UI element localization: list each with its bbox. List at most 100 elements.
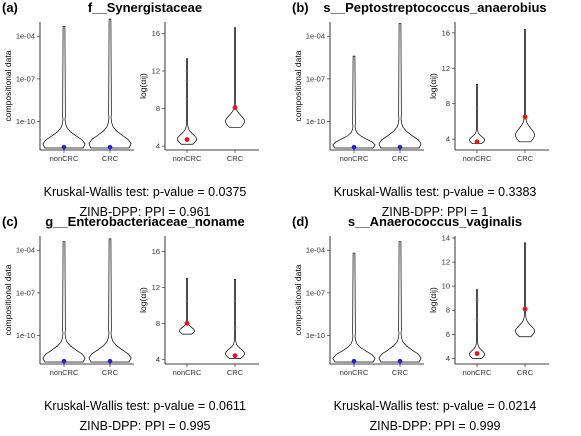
- violin-CRC: [225, 27, 245, 128]
- violin-CRC: [515, 28, 535, 143]
- median-point: [61, 144, 67, 150]
- violin-nonCRC: [469, 83, 485, 144]
- median-point: [351, 144, 357, 150]
- y-tick-label: 12: [152, 66, 160, 75]
- mean-point: [184, 137, 190, 142]
- mean-point: [474, 139, 480, 145]
- y-tick-label: 4: [446, 135, 450, 144]
- violin-nonCRC: [332, 55, 376, 149]
- x-tick-label: CRC: [102, 154, 119, 163]
- x-tick-label: nonCRC: [173, 368, 202, 377]
- outlier-point: [233, 299, 237, 303]
- violin-CRC: [515, 242, 535, 338]
- y-tick-label: 12: [152, 283, 160, 292]
- y-tick-label: 1e-07: [306, 74, 325, 83]
- y-tick-label: 1e-10: [16, 117, 35, 126]
- median-point: [397, 144, 403, 150]
- y-tick-label: 8: [156, 319, 160, 328]
- outlier-point: [475, 296, 479, 300]
- outlier-point: [185, 69, 189, 73]
- y-tick-label: 1e-10: [16, 331, 35, 340]
- zinb-dpp-text: ZINB-DPP: PPI = 1: [382, 205, 489, 219]
- kruskal-wallis-text: Kruskal-Wallis test: p-value = 0.0611: [44, 399, 246, 413]
- median-point: [107, 144, 113, 150]
- violin-nonCRC: [469, 289, 485, 359]
- x-tick-label: nonCRC: [340, 368, 369, 377]
- zinb-dpp-text: ZINB-DPP: PPI = 0.999: [370, 419, 501, 433]
- x-tick-label: CRC: [392, 368, 409, 377]
- mean-point: [474, 351, 480, 356]
- panel-c: (c) g__Enterobacteriaceae_noname 1e-04 1e-0…: [2, 214, 259, 433]
- zinb-dpp-text: ZINB-DPP: PPI = 0.961: [80, 205, 211, 219]
- violin-CRC: [88, 18, 132, 149]
- log-alpha-subplot: 4 8 12 16 log(αij) nonCRC CRC: [428, 22, 549, 163]
- violin-CRC: [225, 278, 245, 359]
- y-axis-title: compositional data: [3, 264, 13, 335]
- y-tick-label: 16: [442, 28, 450, 37]
- median-point: [397, 358, 403, 364]
- mean-point: [232, 353, 238, 359]
- x-tick-label: nonCRC: [340, 154, 369, 163]
- outlier-point: [185, 299, 189, 303]
- panel-title: f__Synergistaceae: [88, 0, 202, 15]
- outlier-point: [233, 326, 237, 330]
- median-point: [107, 358, 113, 364]
- y-tick-label: 1e-07: [306, 288, 325, 297]
- violin-nonCRC: [42, 25, 86, 149]
- y-axis-title: log(αij): [428, 287, 438, 313]
- mean-point: [184, 320, 190, 326]
- outlier-point: [185, 79, 189, 82]
- y-tick-label: 8: [446, 99, 450, 108]
- log-alpha-subplot: 4 6 8 10 12 14 log(αij) nonCRC CRC: [428, 234, 549, 377]
- y-tick-label: 4: [446, 354, 450, 363]
- panel-letter: (d): [292, 214, 309, 229]
- y-tick-label: 1e-10: [306, 117, 325, 126]
- y-axis-title: log(αij): [428, 73, 438, 99]
- zinb-dpp-text: ZINB-DPP: PPI = 0.995: [80, 419, 211, 433]
- y-tick-label: 4: [156, 142, 160, 151]
- y-tick-label: 16: [152, 29, 160, 38]
- x-tick-label: nonCRC: [463, 154, 492, 163]
- panel-d: (d) s__Anaerococcus_vaginalis1e-041e-071e…: [292, 214, 549, 433]
- y-tick-label: 1e-04: [306, 246, 325, 255]
- y-tick-label: 1e-07: [16, 288, 35, 297]
- panel-title: s__Peptostreptococcus_anaerobius: [323, 0, 546, 15]
- y-tick-label: 6: [446, 330, 450, 339]
- outlier-point: [475, 318, 479, 322]
- violin-nonCRC: [177, 58, 197, 145]
- log-alpha-subplot: 4 8 12 16 log(αij) nonCRC CRC: [138, 236, 259, 377]
- x-tick-label: CRC: [227, 368, 244, 377]
- mean-point: [232, 105, 238, 111]
- y-axis-title: compositional data: [3, 50, 13, 121]
- x-tick-label: CRC: [102, 368, 119, 377]
- y-tick-label: 1e-10: [306, 331, 325, 340]
- x-tick-label: CRC: [392, 154, 409, 163]
- y-tick-label: 8: [156, 104, 160, 113]
- median-point: [351, 358, 357, 364]
- x-tick-label: CRC: [517, 154, 534, 163]
- panel-a: (a) f__Synergistaceae 1e-04 1e-07 1e-10compo…: [2, 0, 259, 219]
- panel-letter: (a): [2, 0, 18, 15]
- panel-title: g__Enterobacteriaceae_noname: [45, 214, 244, 229]
- x-tick-label: nonCRC: [173, 154, 202, 163]
- y-tick-label: 1e-04: [16, 32, 35, 41]
- median-point: [61, 358, 67, 364]
- y-tick-label: 14: [442, 234, 450, 243]
- y-tick-label: 12: [442, 258, 450, 267]
- violin-CRC: [88, 238, 132, 363]
- violin-CRC: [378, 23, 422, 149]
- panel-letter: (c): [2, 214, 18, 229]
- violin-nonCRC: [42, 241, 86, 363]
- y-tick-label: 1e-07: [16, 74, 35, 83]
- y-tick-label: 4: [156, 355, 160, 364]
- y-tick-label: 1e-04: [16, 246, 35, 255]
- y-tick-label: 1e-04: [306, 32, 325, 41]
- y-tick-label: 8: [446, 306, 450, 315]
- mean-point: [522, 114, 528, 120]
- y-tick-label: 10: [442, 282, 450, 291]
- violin-nonCRC: [179, 278, 195, 335]
